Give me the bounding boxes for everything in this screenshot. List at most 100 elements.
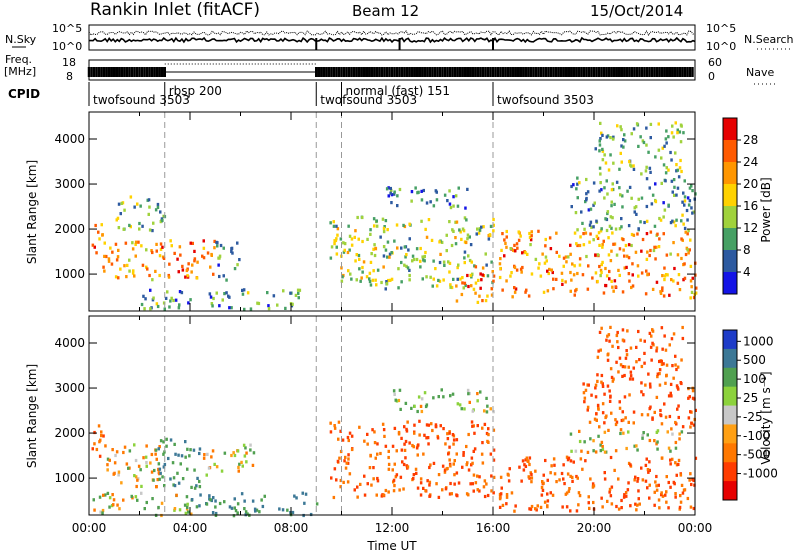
power-echo-cell-9 <box>631 284 635 288</box>
power-echo-cell-6 <box>361 270 364 274</box>
power-echo-cell-2 <box>151 229 154 233</box>
velocity-echo-cell-11 <box>600 326 603 330</box>
power-colorbar-swatch-4 <box>723 206 737 229</box>
power-echo-cell-1 <box>128 258 131 262</box>
velocity-echo-cell-3 <box>238 462 241 466</box>
power-echo-cell-9 <box>516 246 519 250</box>
velocity-echo-cell-8 <box>571 475 574 479</box>
power-echo-cell-10 <box>619 193 622 197</box>
power-echo-cell-6 <box>476 227 479 231</box>
velocity-echo-cell-9 <box>656 440 659 444</box>
velocity-echo-cell-4 <box>111 493 114 497</box>
power-echo-cell-6 <box>388 255 391 259</box>
velocity-echo-cell-6 <box>418 433 421 437</box>
power-echo-cell-9 <box>544 255 548 259</box>
velocity-echo-cell-9 <box>622 431 625 435</box>
velocity-echo-cell-9 <box>601 447 605 451</box>
velocity-echo-cell-6 <box>449 464 452 468</box>
power-echo-cell-1 <box>154 269 157 273</box>
power-echo-cell-9 <box>672 241 675 245</box>
velocity-echo-cell-6 <box>412 473 416 477</box>
velocity-echo-cell-6 <box>443 470 447 474</box>
velocity-echo-cell-1 <box>128 449 132 453</box>
power-echo-cell-9 <box>567 255 570 259</box>
velocity-echo-cell-6 <box>492 428 496 432</box>
power-echo-cell-6 <box>374 246 377 250</box>
power-echo-cell-8 <box>472 287 476 291</box>
velocity-echo-cell-4 <box>136 498 139 502</box>
power-echo-cell-11 <box>672 135 675 139</box>
power-echo-cell-9 <box>558 254 561 258</box>
velocity-echo-cell-8 <box>565 491 569 495</box>
velocity-echo-cell-11 <box>606 334 609 338</box>
power-echo-cell-9 <box>682 278 685 282</box>
velocity-echo-cell-10 <box>618 400 621 404</box>
power-echo-cell-10 <box>576 176 579 180</box>
velocity-echo-cell-9 <box>656 429 660 433</box>
nsearch-line <box>88 30 696 36</box>
velocity-echo-cell-6 <box>426 479 429 483</box>
velocity-echo-cell-10 <box>660 422 664 426</box>
power-echo-cell-1 <box>103 269 106 273</box>
velocity-echo-cell-11 <box>598 330 602 334</box>
velocity-echo-cell-7 <box>398 388 402 392</box>
power-echo-cell-9 <box>637 274 640 278</box>
velocity-echo-cell-8 <box>690 482 693 487</box>
power-echo-cell-3 <box>206 251 210 255</box>
power-echo-cell-9 <box>613 279 617 283</box>
power-echo-cell-6 <box>405 264 408 268</box>
power-echo-cell-5 <box>291 302 294 306</box>
velocity-echo-cell-0 <box>91 447 94 451</box>
velocity-echo-cell-11 <box>621 328 625 332</box>
velocity-echo-cell-2 <box>158 467 162 471</box>
velocity-echo-cell-5 <box>210 498 213 503</box>
power-echo-cell-10 <box>654 200 658 204</box>
velocity-echo-cell-5 <box>214 499 217 503</box>
velocity-echo-cell-6 <box>329 430 333 434</box>
nsky-tick-high: 10^5 <box>52 22 82 35</box>
power-echo-cell-9 <box>645 232 649 236</box>
power-echo-cell-9 <box>555 250 558 254</box>
power-echo-cell-11 <box>601 147 604 151</box>
velocity-echo-cell-8 <box>679 473 683 477</box>
power-echo-cell-6 <box>397 267 400 271</box>
power-echo-cell-7 <box>432 204 436 208</box>
power-echo-cell-8 <box>481 273 484 277</box>
cpid-segment-label-3: normal (fast) 151 <box>346 84 450 98</box>
power-echo-cell-8 <box>461 281 464 285</box>
power-echo-cell-9 <box>652 248 656 253</box>
power-echo-cell-9 <box>520 270 523 274</box>
power-echo-cell-6 <box>477 231 481 235</box>
power-echo-cell-11 <box>628 160 631 164</box>
velocity-echo-cell-8 <box>523 463 526 467</box>
velocity-echo-cell-6 <box>430 422 433 426</box>
power-echo-cell-6 <box>439 252 442 256</box>
nsky-trace <box>88 30 696 50</box>
velocity-echo-cell-10 <box>598 425 601 429</box>
velocity-echo-cell-6 <box>483 494 487 499</box>
velocity-echo-cell-11 <box>675 367 678 372</box>
velocity-echo-cell-6 <box>472 424 475 428</box>
power-echo-cell-11 <box>620 160 623 164</box>
velocity-echo-cell-6 <box>348 431 352 435</box>
power-echo-cell-10 <box>683 226 687 230</box>
power-echo-cell-3 <box>178 245 182 249</box>
velocity-echo-cell-8 <box>530 476 534 480</box>
power-echo-cell-2 <box>148 205 151 209</box>
power-echo-cell-9 <box>515 268 519 272</box>
power-echo-cell-5 <box>164 296 168 300</box>
power-echo-cell-10 <box>610 200 613 204</box>
velocity-echo-cell-9 <box>569 432 573 436</box>
power-echo-cell-11 <box>657 122 660 126</box>
power-echo-cell-5 <box>166 290 169 294</box>
power-echo-cell-9 <box>618 247 622 251</box>
power-echo-cell-3 <box>191 263 194 267</box>
power-echo-cell-6 <box>335 224 338 228</box>
velocity-echo-cell-6 <box>339 429 342 433</box>
velocity-echo-cell-6 <box>347 457 350 461</box>
velocity-echo-cell-8 <box>657 498 661 502</box>
power-echo-cell-10 <box>659 218 663 222</box>
velocity-echo-cell-5 <box>223 500 226 504</box>
velocity-echo-cell-7 <box>460 407 463 411</box>
power-echo-cell-9 <box>612 289 615 293</box>
